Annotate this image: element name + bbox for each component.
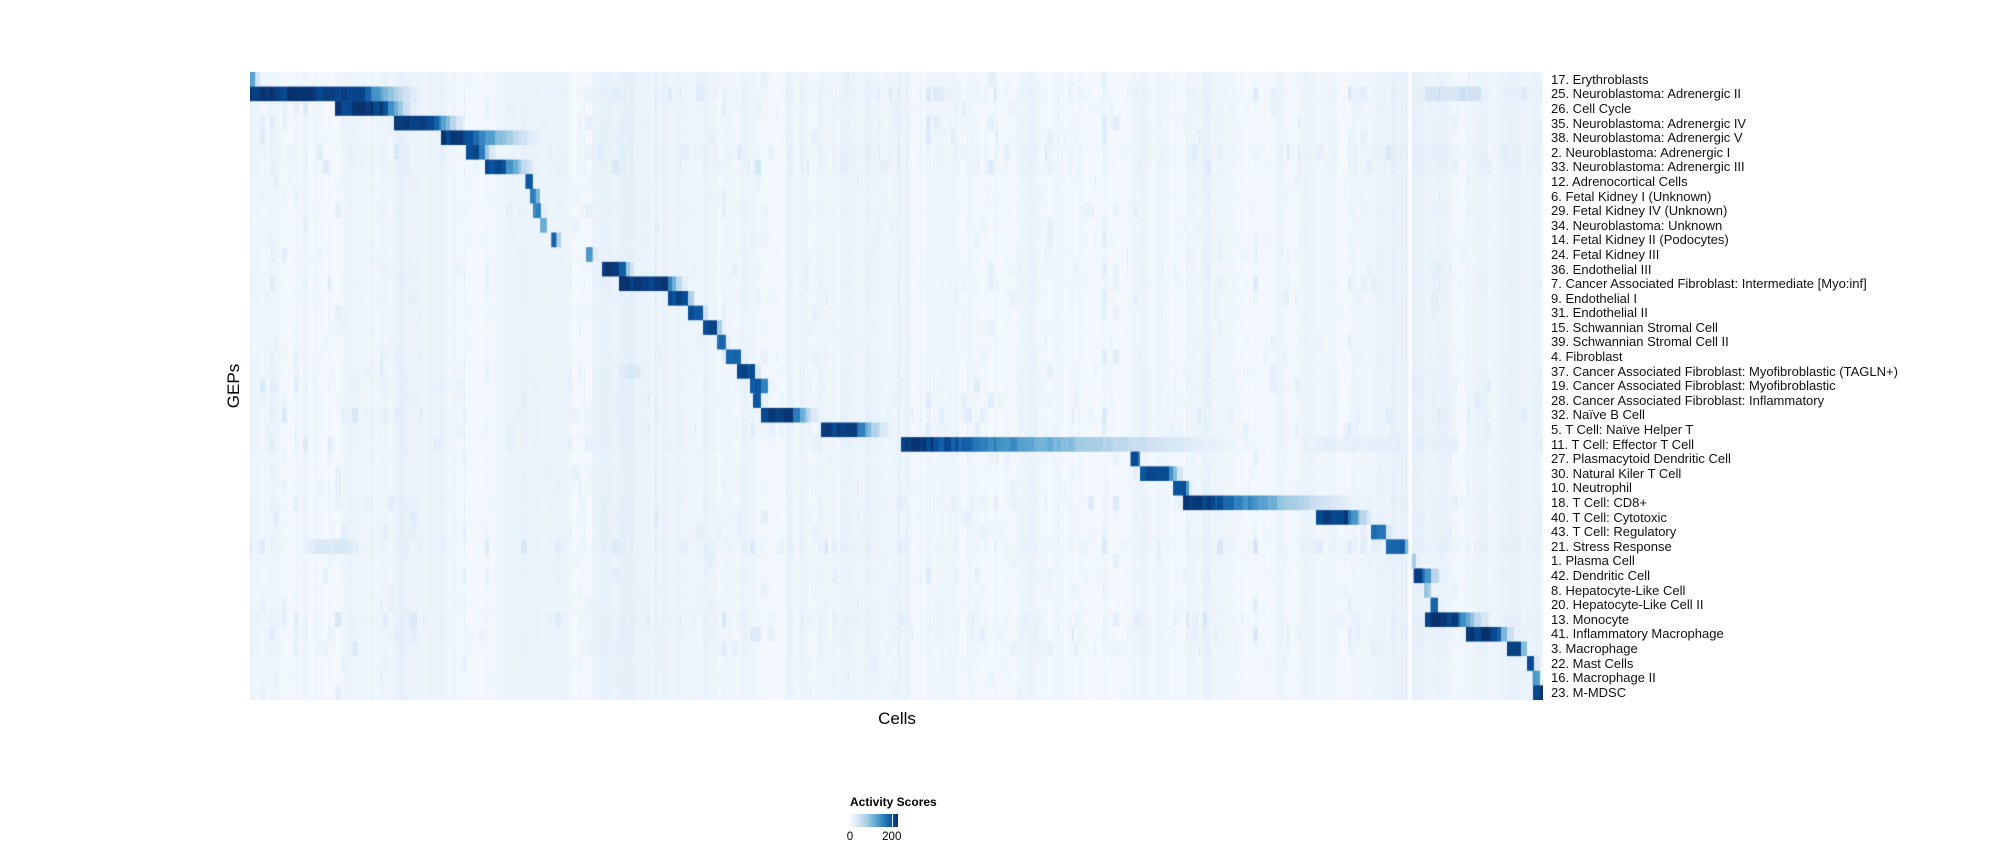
gep-row-label: 15. Schwannian Stromal Cell <box>1551 319 1718 335</box>
gep-row-label: 8. Hepatocyte-Like Cell <box>1551 582 1686 598</box>
gep-row-label: 40. T Cell: Cytotoxic <box>1551 509 1667 525</box>
gep-row-label: 34. Neuroblastoma: Unknown <box>1551 217 1723 233</box>
legend-tick-mark <box>891 814 894 827</box>
gep-row-label: 32. Naïve B Cell <box>1551 407 1645 423</box>
legend-gradient-bar <box>850 814 898 827</box>
gep-row-label: 10. Neutrophil <box>1551 480 1632 496</box>
gep-row-label: 30. Natural Kiler T Cell <box>1551 465 1682 481</box>
gep-row-label: 28. Cancer Associated Fibroblast: Inflam… <box>1551 392 1825 408</box>
gep-row-label: 33. Neuroblastoma: Adrenergic III <box>1551 159 1745 175</box>
heatmap-canvas <box>250 72 1543 700</box>
gep-row-label: 43. T Cell: Regulatory <box>1551 524 1677 540</box>
activity-scores-legend: Activity Scores 0 200 <box>846 795 970 845</box>
gep-row-label: 2. Neuroblastoma: Adrenergic I <box>1551 144 1731 160</box>
gep-row-label: 35. Neuroblastoma: Adrenergic IV <box>1551 115 1747 131</box>
gep-row-label: 24. Fetal Kidney III <box>1551 246 1660 262</box>
gep-row-label: 38. Neuroblastoma: Adrenergic V <box>1551 130 1743 146</box>
gep-row-label: 4. Fibroblast <box>1551 349 1623 365</box>
gep-row-label: 12. Adrenocortical Cells <box>1551 173 1688 189</box>
gep-row-label: 29. Fetal Kidney IV (Unknown) <box>1551 203 1728 219</box>
gep-row-label: 27. Plasmacytoid Dendritic Cell <box>1551 451 1731 467</box>
gep-row-label: 1. Plasma Cell <box>1551 553 1635 569</box>
gep-row-label: 42. Dendritic Cell <box>1551 567 1650 583</box>
gep-row-label: 9. Endothelial I <box>1551 290 1638 306</box>
legend-tick-labels: 0 200 <box>846 831 902 845</box>
gep-row-label: 6. Fetal Kidney I (Unknown) <box>1551 188 1712 204</box>
legend-tick-label-min: 0 <box>846 831 854 843</box>
gep-row-label: 14. Fetal Kidney II (Podocytes) <box>1551 232 1729 248</box>
gep-row-label: 7. Cancer Associated Fibroblast: Interme… <box>1551 276 1867 292</box>
gep-row-label: 11. T Cell: Effector T Cell <box>1551 436 1695 452</box>
gep-row-label: 20. Hepatocyte-Like Cell II <box>1551 597 1704 613</box>
y-axis-label: GEPs <box>224 363 243 409</box>
x-axis-label: Cells <box>878 709 916 728</box>
gep-row-label: 19. Cancer Associated Fibroblast: Myofib… <box>1551 378 1836 394</box>
gep-row-label: 26. Cell Cycle <box>1551 100 1632 116</box>
gep-row-label: 21. Stress Response <box>1551 538 1672 554</box>
gep-row-labels: 17. Erythroblasts 25. Neuroblastoma: Adre… <box>1551 72 1898 700</box>
gep-row-label: 17. Erythroblasts <box>1551 71 1649 87</box>
gep-row-label: 16. Macrophage II <box>1551 670 1656 686</box>
gep-row-label: 13. Monocyte <box>1551 611 1630 627</box>
gep-row-label: 39. Schwannian Stromal Cell II <box>1551 334 1729 350</box>
gep-row-label: 31. Endothelial II <box>1551 305 1648 321</box>
gep-row-label: 25. Neuroblastoma: Adrenergic II <box>1551 86 1742 102</box>
gep-row-label: 5. T Cell: Naïve Helper T <box>1551 422 1694 438</box>
legend-title: Activity Scores <box>850 795 937 809</box>
gep-row-label: 41. Inflammatory Macrophage <box>1551 626 1724 642</box>
gep-row-label: 37. Cancer Associated Fibroblast: Myofib… <box>1551 363 1898 379</box>
legend-tick-label-max: 200 <box>882 831 902 843</box>
gep-row-label: 36. Endothelial III <box>1551 261 1652 277</box>
gep-row-label: 22. Mast Cells <box>1551 655 1634 671</box>
gep-row-label: 18. T Cell: CD8+ <box>1551 495 1647 511</box>
gep-row-label: 23. M-MDSC <box>1551 684 1627 700</box>
gep-row-label: 3. Macrophage <box>1551 640 1638 656</box>
